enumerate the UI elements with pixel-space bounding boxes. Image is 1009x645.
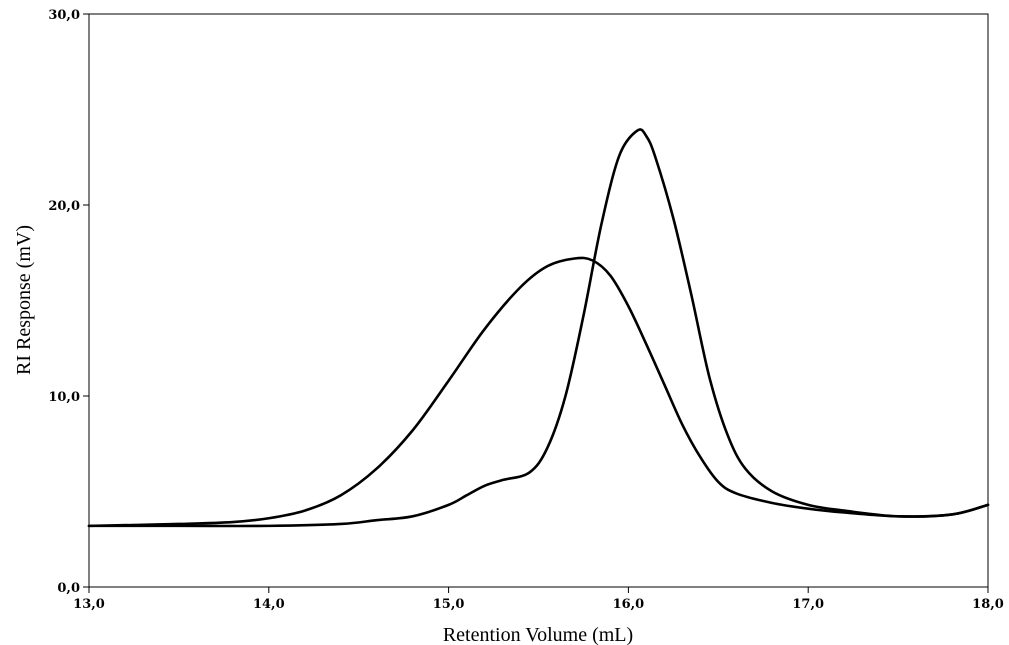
y-tick-label: 20,0	[48, 199, 80, 214]
plot-frame	[88, 13, 989, 588]
y-axis-title: RI Response (mV)	[13, 225, 35, 375]
x-axis-title: Retention Volume (mL)	[443, 624, 633, 645]
series-line-1	[87, 256, 990, 528]
y-tick-label: 10,0	[48, 390, 80, 405]
x-tick-label: 17,0	[792, 597, 824, 612]
x-tick-label: 14,0	[253, 597, 285, 612]
y-tick-label: 0,0	[57, 581, 80, 596]
x-axis: 13,0 14,0 15,0 16,0 17,0 18,0	[73, 587, 1004, 612]
x-tick-label: 16,0	[613, 597, 645, 612]
x-tick-label: 13,0	[73, 597, 105, 612]
y-axis: 0,0 10,0 20,0 30,0	[48, 8, 89, 596]
series-line-2	[87, 128, 990, 528]
x-tick-label: 15,0	[433, 597, 465, 612]
series-group	[87, 128, 990, 528]
x-tick-label: 18,0	[972, 597, 1004, 612]
y-tick-label: 30,0	[48, 8, 80, 23]
